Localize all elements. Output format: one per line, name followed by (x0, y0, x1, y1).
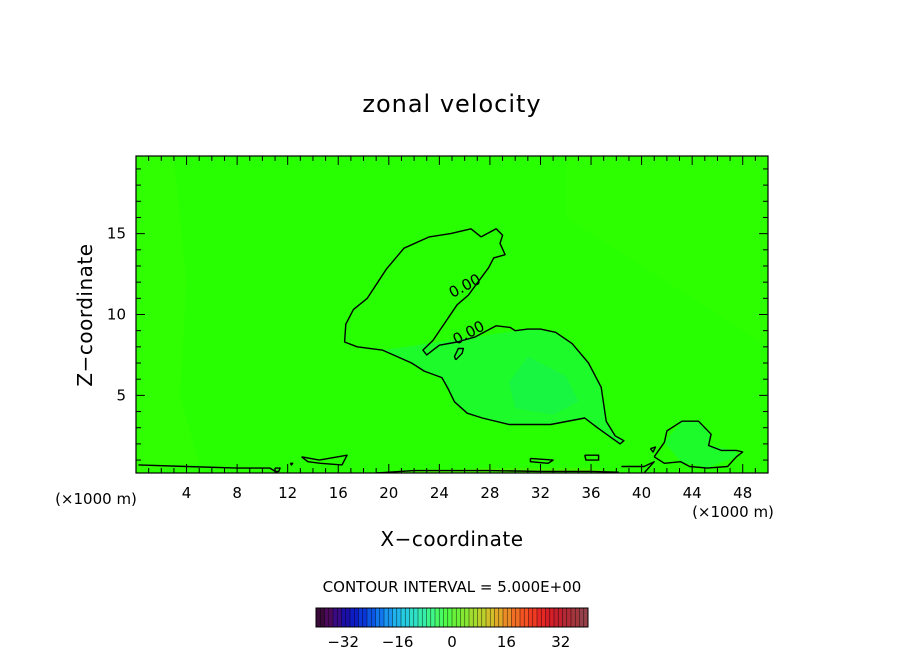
colorbar-tick-label: −32 (327, 633, 359, 651)
x-tick-label: 48 (733, 484, 752, 502)
y-axis-label: Z−coordinate (73, 243, 97, 386)
y-tick-label: 10 (107, 306, 126, 324)
x-tick-label: 40 (632, 484, 651, 502)
field-positive-core (508, 356, 579, 415)
field-positive-region (382, 329, 624, 444)
colorbar-tick-label: 16 (497, 633, 516, 651)
x-unit-label-right: (×1000 m) (692, 503, 774, 521)
x-tick-label: 24 (430, 484, 449, 502)
colorbar-tick-label: 32 (551, 633, 570, 651)
y-tick-label: 5 (116, 386, 126, 404)
contour-line-zero (301, 454, 348, 466)
contour-line-zero (529, 457, 554, 464)
x-tick-label: 20 (379, 484, 398, 502)
contour-line-zero (343, 228, 625, 445)
field-left-band (136, 156, 200, 473)
x-tick-label: 44 (683, 484, 702, 502)
contour-line-zero (584, 454, 600, 461)
contour-line-zero (649, 446, 657, 453)
x-axis-label: X−coordinate (380, 527, 523, 551)
velocity-field (136, 156, 768, 473)
field-upper-right-band (565, 156, 768, 347)
y-tick-label: 15 (107, 225, 126, 243)
colorbar-tick-label: −16 (382, 633, 414, 651)
plot-background (136, 156, 768, 473)
contour-line-zero (653, 420, 744, 469)
x-tick-label: 16 (329, 484, 348, 502)
x-tick-label: 8 (232, 484, 242, 502)
x-tick-label: 12 (278, 484, 297, 502)
contour-line-zero (453, 347, 465, 361)
x-tick-label: 36 (581, 484, 600, 502)
x-tick-label: 4 (182, 484, 192, 502)
field-lower-right-positive (664, 421, 737, 469)
colorbar: −32 −16 0 16 32 (315, 607, 589, 651)
colorbar-frame (315, 607, 589, 628)
x-tick-label: 32 (531, 484, 550, 502)
contour-interval-text: CONTOUR INTERVAL = 5.000E+00 (323, 578, 582, 596)
x-unit-label-left: (×1000 m) (55, 490, 137, 508)
contour-line-zero (289, 462, 294, 466)
x-tick-label: 28 (480, 484, 499, 502)
contour-line-zero (621, 461, 655, 473)
colorbar-tick-label: 0 (447, 633, 457, 651)
chart-title: zonal velocity (362, 90, 541, 118)
